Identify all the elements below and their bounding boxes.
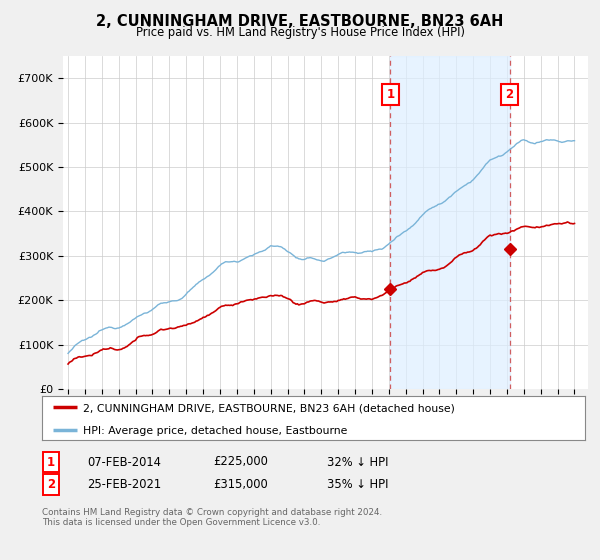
- Text: Contains HM Land Registry data © Crown copyright and database right 2024.
This d: Contains HM Land Registry data © Crown c…: [42, 508, 382, 528]
- Text: 1: 1: [386, 88, 395, 101]
- Text: 2, CUNNINGHAM DRIVE, EASTBOURNE, BN23 6AH (detached house): 2, CUNNINGHAM DRIVE, EASTBOURNE, BN23 6A…: [83, 403, 455, 413]
- Text: 35% ↓ HPI: 35% ↓ HPI: [327, 478, 389, 491]
- Text: £225,000: £225,000: [213, 455, 268, 469]
- Text: 32% ↓ HPI: 32% ↓ HPI: [327, 455, 389, 469]
- Text: 25-FEB-2021: 25-FEB-2021: [87, 478, 161, 491]
- Text: 07-FEB-2014: 07-FEB-2014: [87, 455, 161, 469]
- Bar: [391, 56, 509, 389]
- Text: HPI: Average price, detached house, Eastbourne: HPI: Average price, detached house, East…: [83, 426, 347, 436]
- Text: 1: 1: [47, 455, 55, 469]
- Text: 2: 2: [505, 88, 514, 101]
- Text: 2, CUNNINGHAM DRIVE, EASTBOURNE, BN23 6AH: 2, CUNNINGHAM DRIVE, EASTBOURNE, BN23 6A…: [97, 14, 503, 29]
- Text: Price paid vs. HM Land Registry's House Price Index (HPI): Price paid vs. HM Land Registry's House …: [136, 26, 464, 39]
- Text: £315,000: £315,000: [213, 478, 268, 491]
- Text: 2: 2: [47, 478, 55, 491]
